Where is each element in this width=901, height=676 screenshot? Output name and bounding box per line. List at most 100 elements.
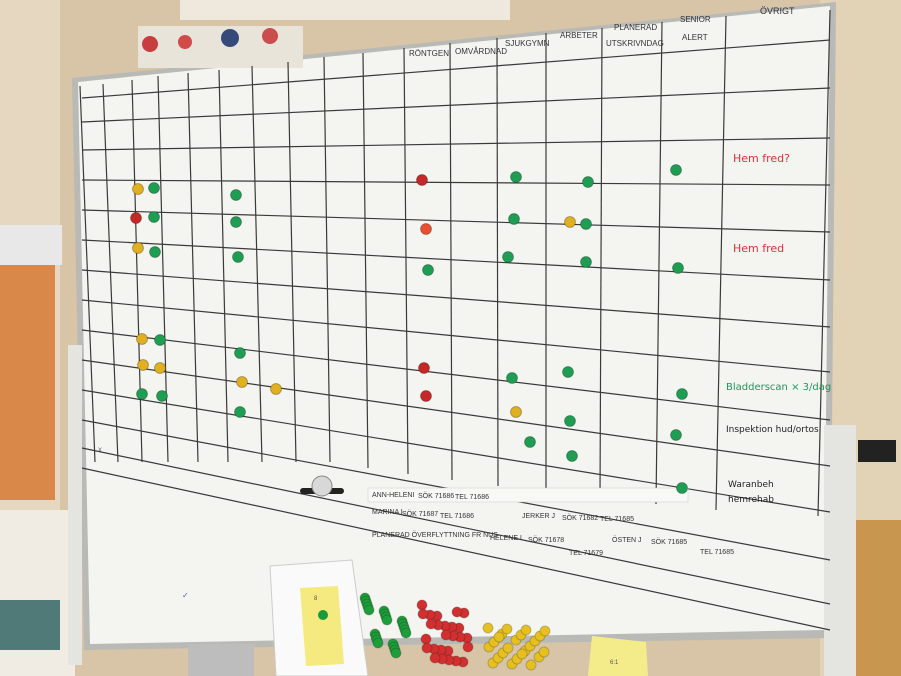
- cluster-magnet[interactable]: [501, 623, 513, 635]
- cluster-magnet[interactable]: [417, 608, 429, 620]
- magnet[interactable]: [132, 183, 144, 195]
- contact-sok-1: SÖK 71686: [418, 492, 454, 500]
- magnet[interactable]: [676, 482, 688, 494]
- bin-red3: [262, 28, 278, 44]
- magnet[interactable]: [130, 212, 142, 224]
- magnet[interactable]: [508, 213, 520, 225]
- magnet[interactable]: [136, 388, 148, 400]
- magnet[interactable]: [502, 251, 514, 263]
- magnet[interactable]: [580, 256, 592, 268]
- magnet[interactable]: [270, 383, 282, 395]
- grid-col-line: [403, 47, 409, 475]
- sticky-number: 8: [314, 596, 318, 602]
- wall-upper: [180, 0, 510, 20]
- magnet[interactable]: [566, 450, 578, 462]
- magnet[interactable]: [422, 264, 434, 276]
- magnet[interactable]: [562, 366, 574, 378]
- cluster-magnet[interactable]: [493, 631, 505, 643]
- grid-row-line: [81, 447, 831, 605]
- cluster-magnet[interactable]: [539, 625, 551, 637]
- note-row3: Hem fred?: [733, 152, 790, 165]
- magnet[interactable]: [234, 347, 246, 359]
- contact-strip-1: [367, 487, 689, 503]
- magnet[interactable]: [670, 429, 682, 441]
- cluster-magnet[interactable]: [420, 633, 432, 645]
- magnet[interactable]: [137, 359, 149, 371]
- transfer-label: PLANERAD ÖVERFLYTTNING FR NUS: [372, 531, 498, 539]
- cluster-magnet[interactable]: [421, 642, 433, 654]
- contact-sok-4: SÖK 71687: [402, 510, 438, 518]
- column-header-row: RÖNTGEN OMVÅRDNAD SJUKGYMN ARBETER PLANE…: [409, 6, 795, 58]
- header-ovrigt: ÖVRIGT: [760, 6, 795, 16]
- contact-name-5: HELENE L: [490, 535, 524, 542]
- magnet[interactable]: [416, 174, 428, 186]
- magnet[interactable]: [420, 223, 432, 235]
- magnet[interactable]: [236, 376, 248, 388]
- magnet[interactable]: [156, 390, 168, 402]
- magnet[interactable]: [676, 388, 688, 400]
- cluster-magnet[interactable]: [429, 652, 441, 664]
- cluster-magnet[interactable]: [525, 659, 537, 671]
- magnet[interactable]: [506, 372, 518, 384]
- magnet[interactable]: [672, 262, 684, 274]
- cluster-magnet[interactable]: [538, 646, 550, 658]
- shelf-top: [0, 225, 62, 265]
- magnet[interactable]: [564, 216, 576, 228]
- handwriting-blue: ✓: [182, 591, 189, 600]
- grid-col-line: [449, 42, 453, 481]
- grid-row-line: [81, 209, 831, 233]
- cluster-magnet[interactable]: [440, 629, 452, 641]
- grid-col-line: [79, 85, 96, 463]
- cluster-magnet[interactable]: [451, 606, 463, 618]
- magnet[interactable]: [148, 211, 160, 223]
- magnet[interactable]: [230, 216, 242, 228]
- magnet[interactable]: [136, 333, 148, 345]
- stand-leg-left: [68, 345, 82, 665]
- grid-row-line: [81, 239, 831, 281]
- magnet[interactable]: [234, 406, 246, 418]
- magnet[interactable]: [582, 176, 594, 188]
- magnet[interactable]: [230, 189, 242, 201]
- magnet[interactable]: [154, 362, 166, 374]
- cluster-magnet[interactable]: [482, 622, 494, 634]
- magnet[interactable]: [564, 415, 576, 427]
- magnet[interactable]: [149, 246, 161, 258]
- cluster-magnet[interactable]: [520, 624, 532, 636]
- contact-strip: ANN-HELENI SÖK 71686 TEL 71686 JERKER J …: [367, 487, 734, 557]
- magnet[interactable]: [524, 436, 536, 448]
- grid-row-line: [81, 389, 831, 513]
- contact-tel-1: TEL 71686: [455, 494, 489, 501]
- magnet[interactable]: [420, 390, 432, 402]
- magnet-layer: [130, 164, 688, 494]
- contact-name-3: ÖSTEN J: [612, 536, 642, 544]
- grid-col-line: [599, 27, 603, 499]
- grid-row-line: [81, 329, 831, 421]
- cluster-magnet[interactable]: [381, 614, 393, 626]
- magnet[interactable]: [232, 251, 244, 263]
- magnet[interactable]: [510, 171, 522, 183]
- cluster-magnet[interactable]: [462, 641, 474, 653]
- eraser-box[interactable]: [188, 644, 254, 676]
- cluster-magnet[interactable]: [363, 604, 375, 616]
- handle-knob[interactable]: [311, 475, 333, 497]
- left-desk: [0, 510, 75, 676]
- header-planerad: PLANERAD: [614, 23, 657, 32]
- magnet-clusters: [359, 592, 551, 671]
- grid-col-line: [362, 52, 369, 469]
- magnet[interactable]: [154, 334, 166, 346]
- cluster-magnet[interactable]: [425, 618, 437, 630]
- cluster-magnet[interactable]: [516, 648, 528, 660]
- magnet[interactable]: [580, 218, 592, 230]
- magnet[interactable]: [132, 242, 144, 254]
- cluster-magnet[interactable]: [390, 647, 402, 659]
- magnet[interactable]: [418, 362, 430, 374]
- grid-row-line: [81, 359, 831, 467]
- magnet[interactable]: [510, 406, 522, 418]
- grid-row-line: [81, 179, 831, 186]
- cluster-magnet[interactable]: [502, 642, 514, 654]
- magnet[interactable]: [148, 182, 160, 194]
- cluster-magnet[interactable]: [372, 637, 384, 649]
- cluster-magnet[interactable]: [416, 599, 428, 611]
- magnet[interactable]: [670, 164, 682, 176]
- cluster-magnet[interactable]: [400, 627, 412, 639]
